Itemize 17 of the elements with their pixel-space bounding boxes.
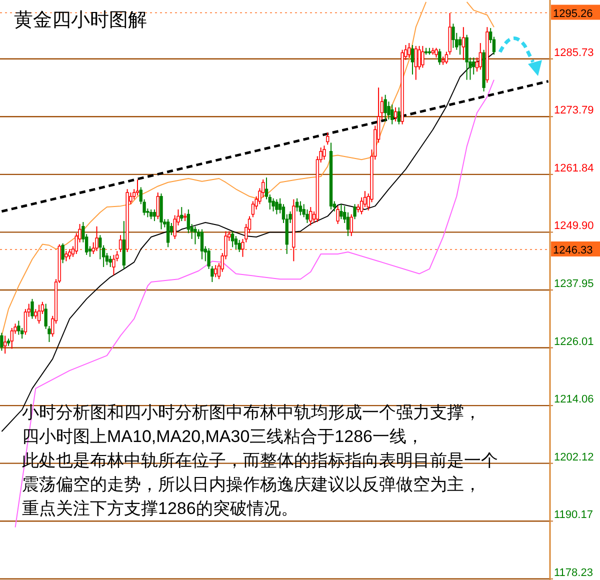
y-tick-label: 1226.01 [554,336,594,348]
annotation: 重点关注下方支撑1286的突破情况。 [22,499,298,518]
y-tick-label: 1202.12 [554,451,594,464]
ref-label: 1295.26 [551,4,600,20]
y-tick-label: 1178.23 [554,566,593,579]
y-tick-label: 1273.79 [554,104,594,117]
ref-line-label: 1295.26 [553,8,593,20]
y-tick-label: 1214.06 [554,394,594,406]
ref-line-label: 1246.33 [553,244,593,256]
y-tick-label: 1261.84 [554,162,594,174]
y-tick-label: 1249.90 [554,220,594,232]
y-tick-label: 1190.17 [554,509,593,522]
ref-label: 1246.33 [551,241,600,256]
y-tick-label: 1237.95 [554,278,594,290]
annotation: 震荡偏空的走势，所以日内操作杨逸庆建议以反弹做空为主， [22,475,481,494]
text: 黄金四小时图解 [14,10,147,31]
y-tick-label: 1285.73 [554,46,594,59]
